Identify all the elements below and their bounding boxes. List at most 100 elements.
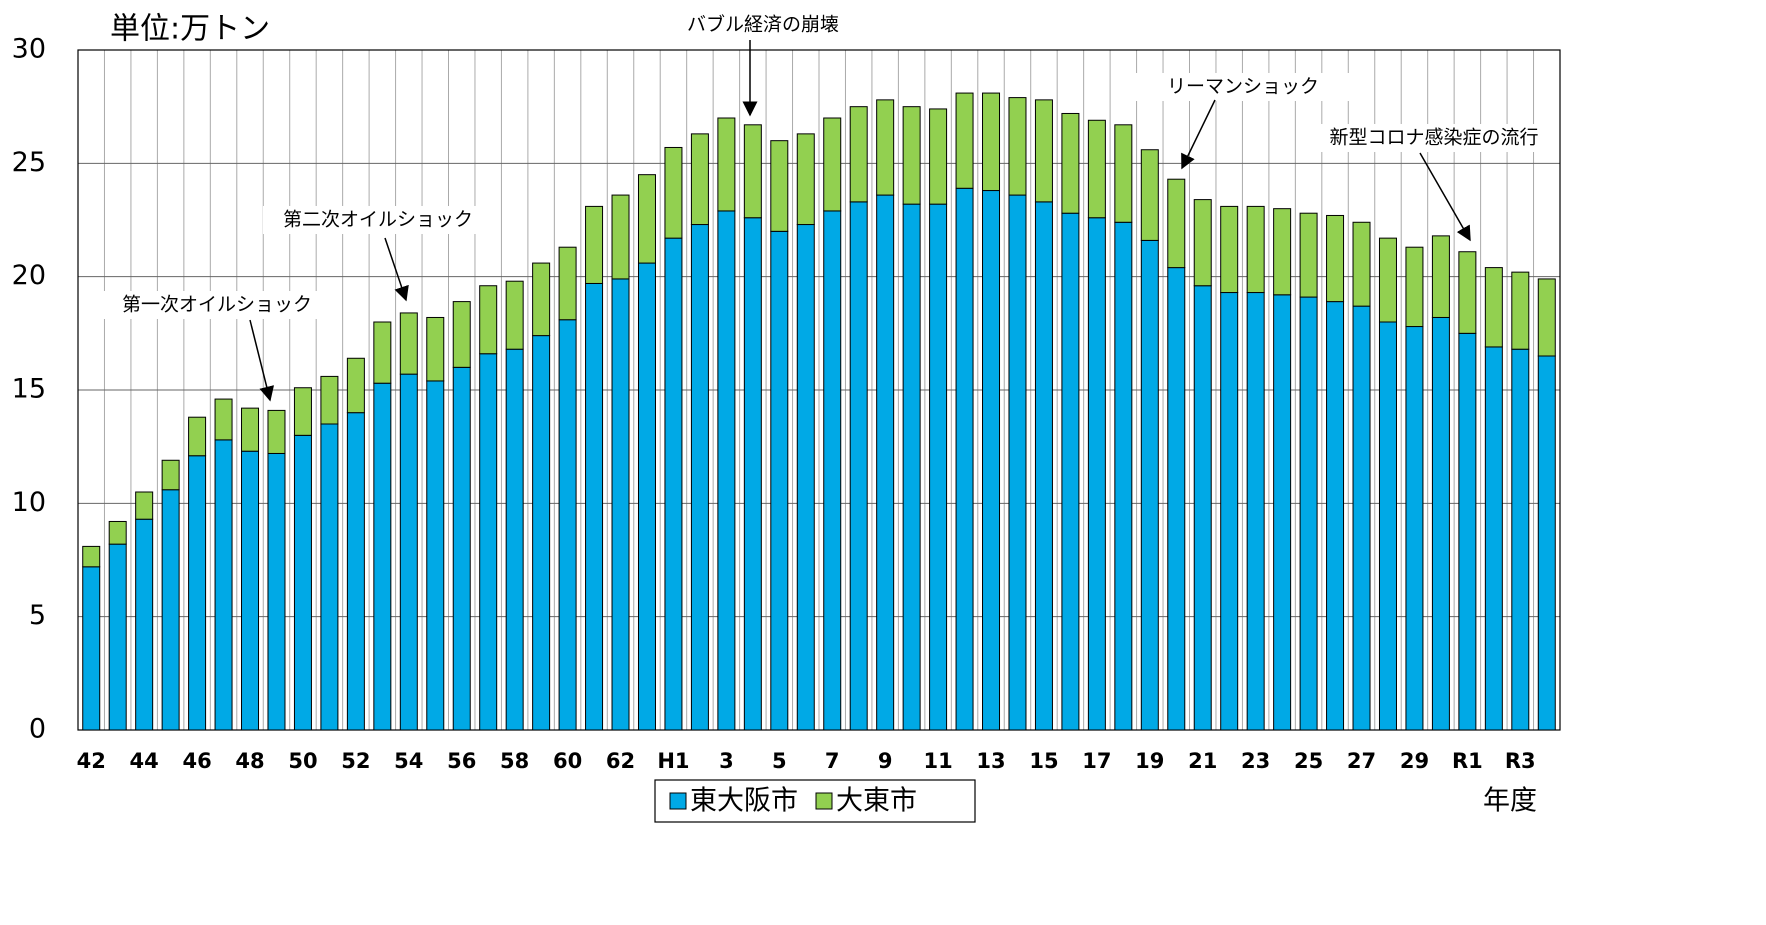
bar-segment [876, 99, 895, 196]
y-tick-label: 15 [12, 374, 46, 405]
bar-segment [637, 262, 656, 731]
bar-segment [1378, 321, 1397, 731]
x-tick-label: H1 [657, 749, 689, 773]
bar-segment [426, 316, 445, 382]
legend-swatch [669, 792, 687, 810]
bar-segment [1061, 112, 1080, 214]
x-tick-label: R3 [1505, 749, 1536, 773]
x-tick-label: 58 [500, 749, 529, 773]
bar-segment [1087, 119, 1106, 219]
bar-segment [532, 335, 551, 731]
x-tick-label: 11 [923, 749, 952, 773]
annotation: バブル経済の崩壊 [687, 13, 839, 36]
bar-segment [982, 190, 1001, 731]
bar-segment [188, 416, 207, 457]
bar-segment [1484, 267, 1503, 348]
annotation-bg [1319, 124, 1549, 152]
x-tick-label: 23 [1241, 749, 1270, 773]
bar-segment [1273, 294, 1292, 731]
x-tick-label: 29 [1400, 749, 1429, 773]
x-tick-label: 7 [825, 749, 840, 773]
x-tick-label: 25 [1294, 749, 1323, 773]
bar-segment [1008, 97, 1027, 196]
x-tick-label: 54 [394, 749, 423, 773]
x-tick-label: 56 [447, 749, 476, 773]
y-tick-label: 25 [12, 147, 46, 178]
y-tick-label: 30 [12, 34, 46, 65]
x-tick-label: 5 [772, 749, 787, 773]
bar-segment [849, 106, 868, 203]
legend-box [654, 779, 976, 823]
x-tick-label: 42 [77, 749, 106, 773]
bar-segment [770, 230, 789, 731]
bar-segment [108, 543, 127, 731]
annotation: 第一次オイルショック [122, 294, 312, 316]
bar-segment [955, 187, 974, 731]
bar-segment [479, 285, 498, 355]
bar-segment [1405, 246, 1424, 328]
x-tick-label: 13 [976, 749, 1005, 773]
bar-segment [717, 210, 736, 731]
bar-segment [1405, 326, 1424, 731]
bar-segment [690, 133, 709, 226]
bar-segment [293, 387, 312, 436]
bar-segment [664, 237, 683, 731]
bar-segment [82, 566, 101, 731]
bar-segment [1352, 305, 1371, 731]
bar-segment [929, 108, 948, 205]
bar-segment [267, 452, 286, 731]
x-tick-label: 21 [1188, 749, 1217, 773]
bar-segment [796, 133, 815, 226]
bar-segment [1458, 332, 1477, 731]
bar-segment [1484, 346, 1503, 731]
bar-segment [1431, 316, 1450, 731]
x-tick-label: 52 [341, 749, 370, 773]
bar-segment [796, 224, 815, 731]
annotation-bg [263, 206, 493, 234]
bar-segment [1431, 235, 1450, 318]
bar-segment [426, 380, 445, 731]
bar-segment [1140, 149, 1159, 241]
bar-segment [1246, 292, 1265, 731]
bar-segment [505, 348, 524, 731]
bar-segment [1008, 194, 1027, 731]
bar-segment [1378, 237, 1397, 323]
annotation: 新型コロナ感染症の流行 [1329, 127, 1538, 149]
annotation-arrow [1181, 99, 1216, 170]
bar-segment [664, 146, 683, 239]
bar-segment [1034, 99, 1053, 203]
y-tick-label: 10 [12, 487, 46, 518]
bar-segment [1220, 292, 1239, 731]
bar-segment [346, 357, 365, 414]
x-tick-label: 60 [553, 749, 582, 773]
plot-frame [77, 49, 1561, 731]
x-tick-label: 15 [1029, 749, 1058, 773]
bar-segment [982, 92, 1001, 192]
bar-segment [1326, 214, 1345, 303]
bar-segment [611, 278, 630, 731]
bar-segment [241, 450, 260, 731]
y-tick-label: 20 [12, 260, 46, 291]
x-tick-label: 3 [719, 749, 734, 773]
bar-segment [717, 117, 736, 212]
x-tick-label: 44 [130, 749, 159, 773]
bar-segment [1061, 212, 1080, 731]
bar-segment [214, 439, 233, 731]
bar-segment [373, 321, 392, 384]
bar-segment [1511, 348, 1530, 731]
bar-segment [188, 455, 207, 731]
x-tick-label: 48 [235, 749, 264, 773]
bar-segment [135, 518, 154, 731]
chart-title: 単位:万トン [110, 12, 270, 47]
bar-segment [1326, 301, 1345, 731]
bar-segment [214, 398, 233, 441]
legend-swatch [815, 792, 833, 810]
x-tick-label: 62 [606, 749, 635, 773]
bar-segment [1114, 124, 1133, 223]
bar-segment [505, 280, 524, 350]
bar-segment [929, 203, 948, 731]
legend-label: 東大阪市 [690, 786, 798, 817]
bar-segment [1511, 271, 1530, 350]
bar-segment [823, 210, 842, 731]
